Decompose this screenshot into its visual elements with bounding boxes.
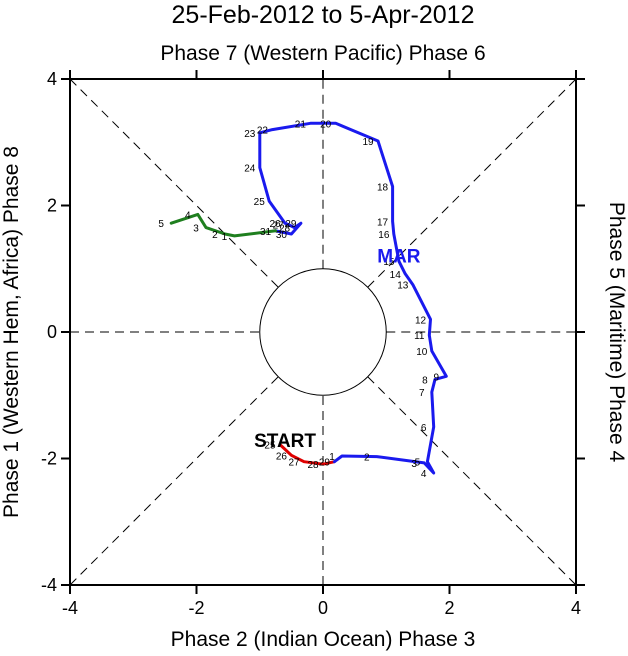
x-tick-label: -4 <box>62 598 78 618</box>
day-label: 9 <box>434 372 440 383</box>
month-label-mar: MAR <box>377 246 421 267</box>
day-label: 28 <box>307 460 319 471</box>
day-label: 7 <box>419 388 425 399</box>
day-label: 26 <box>276 451 288 462</box>
chart-title: 25-Feb-2012 to 5-Apr-2012 <box>172 1 475 29</box>
day-label: 28 <box>279 224 291 235</box>
day-label: 25 <box>254 197 266 208</box>
day-label: 23 <box>244 129 256 140</box>
day-label: 13 <box>397 281 409 292</box>
day-label: 27 <box>273 220 285 231</box>
month-label-start: START <box>254 431 316 452</box>
day-label: 19 <box>362 137 374 148</box>
y-tick-label: 0 <box>47 322 57 342</box>
day-label: 5 <box>415 458 421 469</box>
day-label: 24 <box>244 164 256 175</box>
day-label: 27 <box>288 458 300 469</box>
series-line-apr <box>169 212 278 238</box>
day-label: 26 <box>269 219 281 230</box>
day-label: 3 <box>411 459 417 470</box>
y-axis-label-right: Phase 5 (Maritime) Phase 4 <box>605 202 628 463</box>
day-label: 31 <box>260 227 272 238</box>
phase-guide-line <box>367 376 577 586</box>
chart-subtitle: Phase 7 (Western Pacific) Phase 6 <box>160 42 485 65</box>
day-label: 11 <box>414 331 425 342</box>
day-label: 3 <box>193 224 199 235</box>
day-label: 14 <box>390 270 402 281</box>
y-tick-label: 4 <box>47 69 57 89</box>
day-label: 30 <box>276 230 288 241</box>
day-label: 21 <box>295 119 307 130</box>
day-label: 15 <box>383 257 395 268</box>
trajectory-series <box>169 121 448 475</box>
x-tick-label: 0 <box>318 598 328 618</box>
day-label: 2 <box>212 230 218 241</box>
x-axis-label: Phase 2 (Indian Ocean) Phase 3 <box>171 628 476 651</box>
day-label: 6 <box>421 423 427 434</box>
y-tick-label: -4 <box>41 575 57 595</box>
unit-circle <box>259 268 387 396</box>
phase-guide-line <box>69 78 279 288</box>
phase-guides <box>69 78 577 586</box>
x-tick-label: -2 <box>188 598 204 618</box>
phase-guide-line <box>367 78 577 288</box>
x-tick-label: 2 <box>444 598 454 618</box>
day-label: 10 <box>416 347 428 358</box>
x-tick-label: 4 <box>571 598 581 618</box>
day-label: 4 <box>421 469 427 480</box>
day-label: 22 <box>257 126 269 137</box>
series-line-mar <box>258 121 448 475</box>
phase-guide-line <box>69 376 279 586</box>
y-tick-label: -2 <box>41 449 57 469</box>
day-label: 5 <box>158 219 164 230</box>
day-label: 1 <box>329 452 335 463</box>
day-label: 2 <box>364 453 370 464</box>
day-label: 1 <box>222 232 228 243</box>
series-line-feb <box>278 443 336 466</box>
day-label: 16 <box>378 230 390 241</box>
day-label: 8 <box>422 375 428 386</box>
day-label: 4 <box>185 210 191 221</box>
day-label: 20 <box>320 119 332 130</box>
day-label: 25 <box>264 441 276 452</box>
y-axis-label-left: Phase 1 (Western Hem, Africa) Phase 8 <box>0 146 23 518</box>
y-tick-label: 2 <box>47 196 57 216</box>
day-label: 12 <box>415 315 427 326</box>
day-label: 18 <box>377 183 389 194</box>
day-label: 29 <box>319 458 331 469</box>
month-labels: START MAR <box>254 246 421 452</box>
day-label: 29 <box>285 219 297 230</box>
day-label: 17 <box>377 217 389 228</box>
